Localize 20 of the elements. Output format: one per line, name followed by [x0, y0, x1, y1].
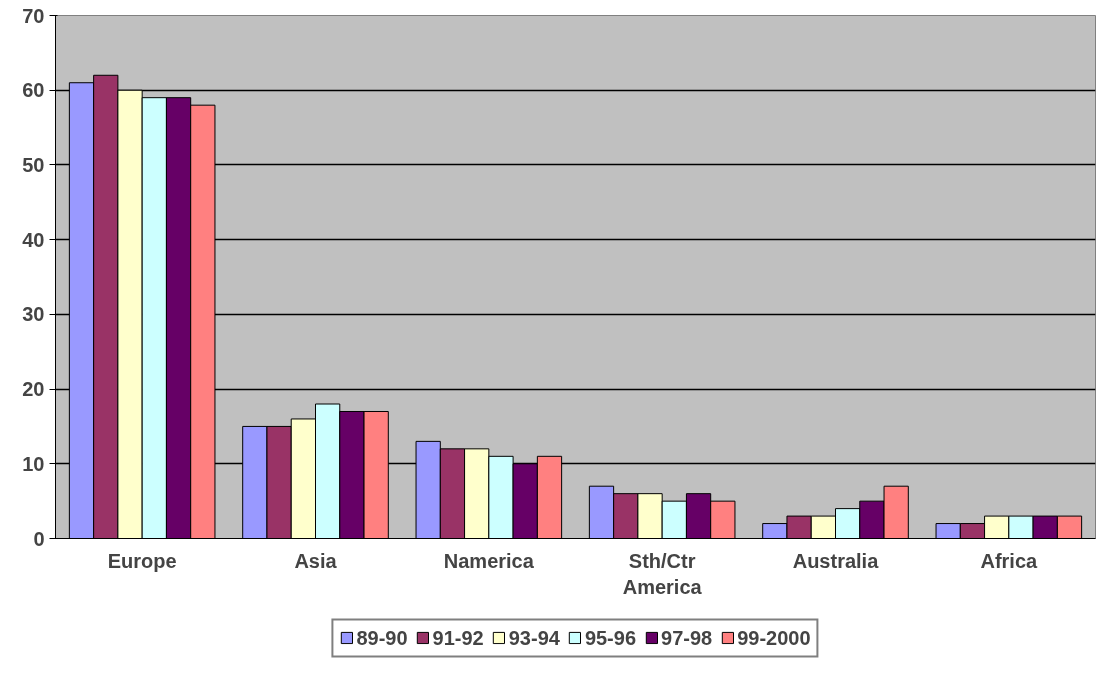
x-tick-label: Africa: [980, 549, 1039, 572]
y-tick-label: 10: [22, 452, 45, 475]
x-tick-label: Sth/Ctr America: [622, 549, 703, 598]
y-tick-label: 30: [22, 303, 45, 326]
x-tick-label: Australia: [792, 549, 880, 572]
legend-label: 93-94: [508, 626, 560, 649]
x-tick-label: Namerica: [443, 549, 535, 572]
x-tick-label: Asia: [294, 549, 338, 572]
legend-label: 97-98: [661, 626, 713, 649]
x-tick-label: Europe: [107, 549, 177, 572]
y-tick-label: 20: [22, 378, 45, 401]
y-tick-label: 50: [22, 153, 45, 176]
y-tick-label: 40: [22, 228, 45, 251]
legend-label: 89-90: [356, 626, 408, 649]
y-tick-label: 60: [22, 79, 45, 102]
legend-label: 91-92: [432, 626, 484, 649]
legend-label: 95-96: [584, 626, 637, 649]
y-tick-label: 0: [33, 527, 45, 550]
legend-label: 99-2000: [737, 626, 811, 649]
y-tick-label: 70: [22, 4, 45, 27]
